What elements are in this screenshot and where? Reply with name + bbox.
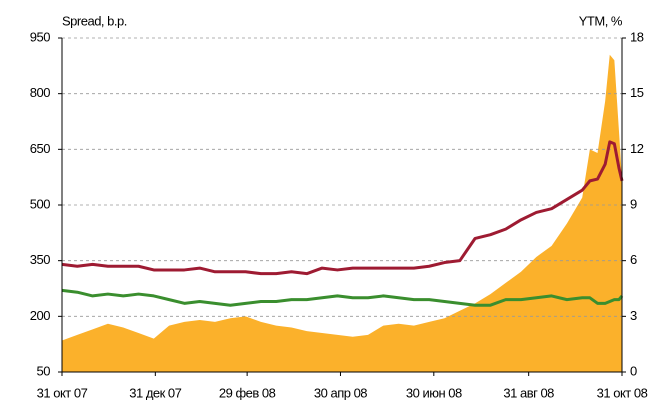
- line: [61, 288, 624, 307]
- y-tick-label: 350: [30, 252, 50, 267]
- y-tick-label: 500: [30, 196, 50, 211]
- x-tick-label: 29 фев 08: [219, 385, 276, 400]
- line: [61, 140, 624, 276]
- y-axis-label: Spread, b.p.: [62, 13, 127, 28]
- y-tick-label: 950: [30, 29, 50, 44]
- x-tick-label: 31 окт 08: [597, 385, 648, 400]
- x-tick-label: 31 окт 07: [37, 385, 88, 400]
- y-tick-label: 650: [30, 141, 50, 156]
- y2-tick-label: 3: [630, 308, 637, 323]
- y-tick-label: 200: [30, 308, 50, 323]
- x-tick-label: 30 апр 08: [314, 385, 367, 400]
- area: [62, 54, 622, 372]
- x-tick-label: 30 июн 08: [406, 385, 462, 400]
- y2-tick-label: 6: [630, 252, 637, 267]
- y-tick-label: 50: [37, 363, 51, 378]
- y2-tick-label: 15: [630, 85, 644, 100]
- y-tick-label: 800: [30, 85, 50, 100]
- y2-axis-label: YTM, %: [579, 13, 623, 28]
- y2-tick-label: 12: [630, 141, 644, 156]
- y2-tick-label: 9: [630, 196, 637, 211]
- x-tick-label: 31 авг 08: [503, 385, 554, 400]
- y2-tick-label: 18: [630, 29, 644, 44]
- y2-tick-label: 0: [630, 363, 637, 378]
- x-tick-label: 31 дек 07: [129, 385, 181, 400]
